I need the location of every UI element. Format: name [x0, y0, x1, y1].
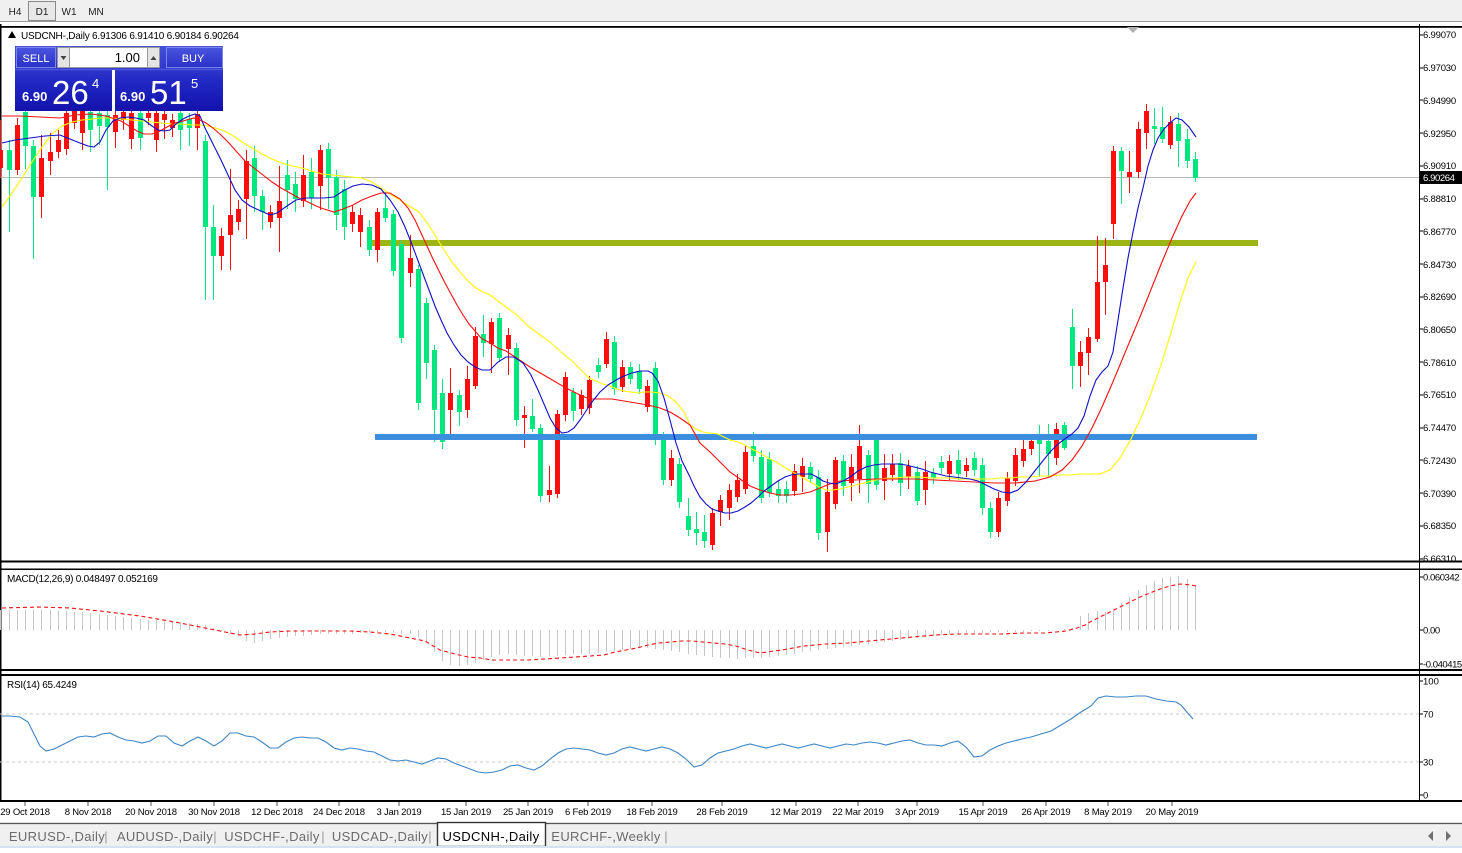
svg-text:70: 70 [1423, 710, 1434, 721]
svg-text:6.84730: 6.84730 [1423, 260, 1456, 271]
svg-text:6.70390: 6.70390 [1423, 489, 1456, 500]
svg-text:6.86770: 6.86770 [1423, 227, 1456, 238]
svg-text:26: 26 [52, 74, 89, 111]
svg-text:RSI(14) 65.4249: RSI(14) 65.4249 [7, 680, 77, 691]
svg-text:AUDUSD-,Daily: AUDUSD-,Daily [117, 829, 213, 844]
svg-text:18 Feb 2019: 18 Feb 2019 [626, 807, 677, 818]
svg-text:USDCAD-,Daily: USDCAD-,Daily [332, 829, 428, 844]
svg-text:W1: W1 [62, 7, 77, 18]
svg-text:25 Jan 2019: 25 Jan 2019 [503, 807, 553, 818]
svg-text:MN: MN [88, 7, 104, 18]
svg-text:3 Jan 2019: 3 Jan 2019 [376, 807, 421, 818]
svg-text:4: 4 [92, 76, 99, 91]
svg-text:6.99070: 6.99070 [1423, 30, 1456, 41]
svg-text:6 Feb 2019: 6 Feb 2019 [565, 807, 611, 818]
svg-text:|: | [104, 829, 107, 844]
svg-text:SELL: SELL [23, 53, 50, 65]
svg-text:USDCNH-,Daily: USDCNH-,Daily [21, 31, 90, 42]
svg-text:6.92950: 6.92950 [1423, 129, 1456, 140]
svg-text:0.00: 0.00 [1423, 626, 1440, 637]
svg-text:51: 51 [150, 74, 187, 111]
svg-text:EURCHF-,Weekly: EURCHF-,Weekly [551, 829, 661, 844]
svg-text:28 Feb 2019: 28 Feb 2019 [696, 807, 747, 818]
svg-text:D1: D1 [36, 7, 49, 18]
svg-text:6.90: 6.90 [22, 89, 47, 104]
svg-text:15 Apr 2019: 15 Apr 2019 [958, 807, 1007, 818]
svg-text:H4: H4 [9, 7, 22, 18]
svg-text:24 Dec 2018: 24 Dec 2018 [313, 807, 365, 818]
svg-text:6.78610: 6.78610 [1423, 358, 1456, 369]
svg-text:8 May 2019: 8 May 2019 [1084, 807, 1132, 818]
svg-text:6.80650: 6.80650 [1423, 325, 1456, 336]
svg-text:20 Nov 2018: 20 Nov 2018 [125, 807, 177, 818]
svg-text:|: | [321, 829, 324, 844]
svg-text:6.90: 6.90 [120, 89, 145, 104]
svg-text:6.68350: 6.68350 [1423, 521, 1456, 532]
svg-text:5: 5 [191, 76, 198, 91]
svg-text:-0.040415: -0.040415 [1423, 660, 1462, 671]
svg-text:0.060342: 0.060342 [1423, 573, 1459, 584]
svg-text:20 May 2019: 20 May 2019 [1146, 807, 1199, 818]
svg-text:6.91306 6.91410 6.90184 6.9026: 6.91306 6.91410 6.90184 6.90264 [92, 31, 239, 42]
svg-text:12 Mar 2019: 12 Mar 2019 [770, 807, 821, 818]
svg-text:BUY: BUY [182, 53, 205, 65]
svg-text:6.90264: 6.90264 [1423, 173, 1455, 184]
svg-text:6.82690: 6.82690 [1423, 292, 1456, 303]
svg-text:29 Oct 2018: 29 Oct 2018 [0, 807, 50, 818]
svg-text:15 Jan 2019: 15 Jan 2019 [441, 807, 491, 818]
svg-text:3 Apr 2019: 3 Apr 2019 [895, 807, 939, 818]
svg-text:1.00: 1.00 [115, 50, 140, 65]
svg-text:6.94990: 6.94990 [1423, 96, 1456, 107]
svg-text:|: | [428, 829, 431, 844]
svg-text:USDCNH-,Daily: USDCNH-,Daily [443, 829, 540, 844]
svg-text:100: 100 [1423, 677, 1439, 688]
svg-text:6.88810: 6.88810 [1423, 194, 1456, 205]
svg-text:EURUSD-,Daily: EURUSD-,Daily [9, 829, 105, 844]
svg-text:30: 30 [1423, 758, 1434, 769]
svg-text:26 Apr 2019: 26 Apr 2019 [1021, 807, 1070, 818]
svg-text:6.66310: 6.66310 [1423, 554, 1456, 565]
svg-text:8 Nov 2018: 8 Nov 2018 [65, 807, 112, 818]
svg-text:30 Nov 2018: 30 Nov 2018 [188, 807, 240, 818]
svg-text:6.74470: 6.74470 [1423, 423, 1456, 434]
svg-text:USDCHF-,Daily: USDCHF-,Daily [224, 829, 320, 844]
svg-text:6.72430: 6.72430 [1423, 456, 1456, 467]
svg-text:0: 0 [1423, 791, 1428, 802]
svg-text:22 Mar 2019: 22 Mar 2019 [832, 807, 883, 818]
svg-text:6.76510: 6.76510 [1423, 390, 1456, 401]
svg-text:MACD(12,26,9) 0.048497 0.05216: MACD(12,26,9) 0.048497 0.052169 [7, 574, 158, 585]
svg-text:|: | [213, 829, 216, 844]
svg-text:|: | [664, 829, 667, 844]
svg-text:12 Dec 2018: 12 Dec 2018 [251, 807, 303, 818]
svg-text:6.97030: 6.97030 [1423, 63, 1456, 74]
svg-text:6.90910: 6.90910 [1423, 161, 1456, 172]
